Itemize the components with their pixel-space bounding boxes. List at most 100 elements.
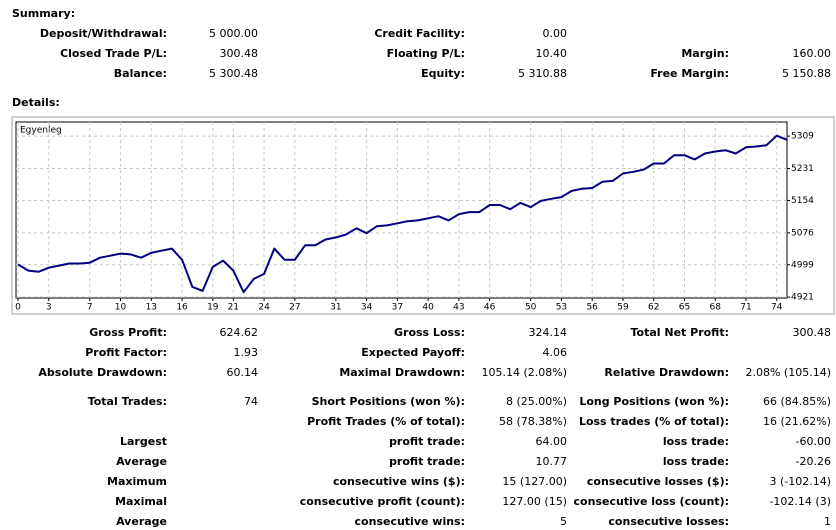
field-label: profit trade: [389,455,465,468]
legend: Egyenleg [20,126,62,136]
field-label: Long Positions (won %): [579,395,729,408]
field-value: -60.00 [795,435,831,448]
summary-title: Summary: [12,7,76,20]
field-value: 5 300.48 [209,67,258,80]
field-label: consecutive wins ($): [332,475,465,488]
field-label: consecutive losses: [608,515,729,528]
field-label: Free Margin: [650,67,729,80]
field-value: 4.06 [542,346,568,359]
details-title: Details: [12,96,60,109]
field-value: 127.00 (15) [502,495,567,508]
x-tick-label: 31 [330,303,341,313]
x-tick-label: 65 [679,303,690,313]
y-tick-label: 4921 [791,293,814,303]
field-label: Relative Drawdown: [604,366,729,379]
field-label: Short Positions (won %): [311,395,465,408]
field-label: Maximal Drawdown: [339,366,465,379]
field-label: Maximal [115,495,167,508]
field-label: Average [116,515,167,528]
x-tick-label: 43 [453,303,464,313]
field-value: 3 (-102.14) [769,475,831,488]
field-label: loss trade: [662,435,729,448]
field-label: consecutive wins: [354,515,465,528]
field-label: Average [116,455,167,468]
x-tick-label: 50 [525,303,537,313]
field-label: consecutive profit (count): [299,495,465,508]
y-tick-label: 5231 [791,164,814,174]
balance-line [17,134,788,294]
plot-area [15,121,788,299]
field-value: -102.14 (3) [769,495,831,508]
field-label: Profit Trades (% of total): [307,415,465,428]
x-tick-label: 34 [361,303,373,313]
field-value: 5 000.00 [209,27,258,40]
x-tick-label: 37 [392,303,403,313]
x-tick-label: 68 [710,303,722,313]
field-label: Loss trades (% of total): [578,415,729,428]
field-label: Closed Trade P/L: [60,47,167,60]
field-label: Total Net Profit: [630,326,730,339]
field-label: Margin: [681,47,729,60]
x-tick-label: 71 [740,303,751,313]
x-tick-label: 74 [771,303,783,313]
x-tick-label: 40 [422,303,434,313]
field-label: Absolute Drawdown: [38,366,167,379]
field-label: Largest [120,435,167,448]
field-value: 160.00 [792,47,832,60]
field-value: 58 (78.38%) [498,415,567,428]
x-tick-label: 7 [87,303,93,313]
x-tick-label: 13 [146,303,157,313]
field-value: 624.62 [219,326,259,339]
x-tick-label: 3 [46,303,52,313]
field-label: Equity: [421,67,465,80]
y-tick-label: 5154 [791,196,814,206]
field-value: 64.00 [535,435,568,448]
field-value: 2.08% (105.14) [745,366,831,379]
x-tick-label: 0 [15,303,21,313]
y-tick-label: 5309 [791,132,814,142]
x-tick-label: 62 [648,303,659,313]
field-label: Gross Loss: [394,326,465,339]
field-label: consecutive loss (count): [573,495,729,508]
field-label: Credit Facility: [374,27,465,40]
y-tick-label: 5076 [791,228,814,238]
field-value: 74 [244,395,258,408]
field-value: 15 (127.00) [502,475,567,488]
field-value: 10.77 [535,455,568,468]
field-label: Maximum [107,475,167,488]
x-tick-label: 46 [484,303,496,313]
field-value: 10.40 [535,47,568,60]
field-label: Deposit/Withdrawal: [39,27,167,40]
field-value: -20.26 [795,455,831,468]
field-label: Total Trades: [87,395,167,408]
field-label: consecutive losses ($): [586,475,729,488]
field-label: Balance: [113,67,167,80]
x-tick-label: 53 [556,303,567,313]
field-value: 5 [560,515,567,528]
field-label: loss trade: [662,455,729,468]
field-value: 324.14 [528,326,568,339]
field-value: 105.14 (2.08%) [481,366,567,379]
field-value: 16 (21.62%) [762,415,831,428]
field-value: 66 (84.85%) [762,395,831,408]
field-value: 5 150.88 [782,67,831,80]
x-tick-label: 10 [115,303,127,313]
field-label: Profit Factor: [85,346,167,359]
field-value: 0.00 [542,27,568,40]
x-tick-label: 21 [228,303,239,313]
field-value: 1 [824,515,831,528]
field-label: Gross Profit: [89,326,167,339]
x-tick-label: 19 [207,303,219,313]
y-tick-label: 4999 [791,260,814,270]
field-label: Floating P/L: [386,47,465,60]
x-tick-label: 56 [586,303,598,313]
field-value: 60.14 [226,366,259,379]
field-label: profit trade: [389,435,465,448]
x-tick-label: 16 [176,303,188,313]
x-tick-label: 59 [617,303,629,313]
field-value: 300.48 [792,326,832,339]
field-label: Expected Payoff: [361,346,465,359]
x-tick-label: 24 [258,303,270,313]
x-tick-label: 27 [289,303,300,313]
